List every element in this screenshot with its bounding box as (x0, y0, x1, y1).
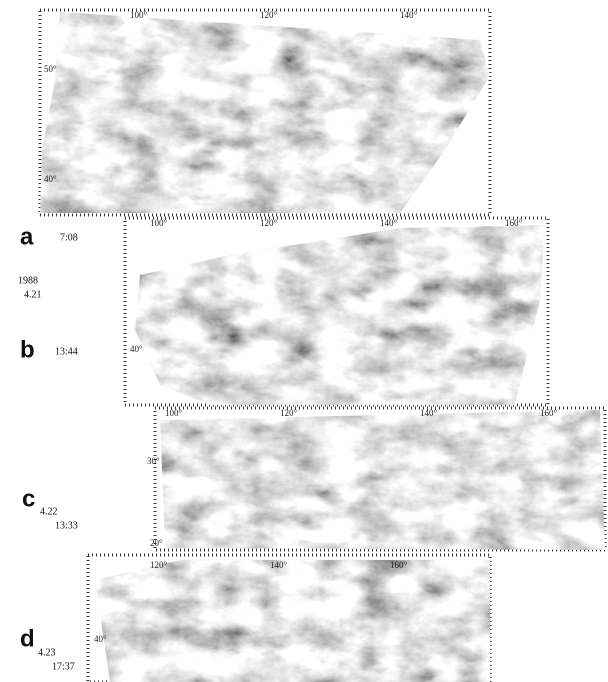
lon-label: 120° (280, 408, 298, 418)
lon-label: 120° (150, 560, 168, 570)
lat-label: 40° (44, 174, 57, 184)
panel-label: b (20, 336, 35, 363)
lat-label: 40° (130, 344, 143, 354)
lon-label: 120° (260, 10, 278, 20)
lon-label: 140° (380, 218, 398, 228)
time-label: 17:37 (52, 661, 75, 672)
date-label: 4.21 (24, 289, 42, 300)
date-label: 4.23 (38, 647, 56, 658)
panel-d: 120° 140° 160° 40° (86, 553, 492, 682)
panel-b: 100° 120° 140° 160° 40° (123, 216, 550, 407)
lon-label: 140° (420, 408, 438, 418)
time-label: 7:08 (60, 232, 78, 243)
lat-label: 30° (147, 456, 160, 466)
time-label: 13:44 (55, 346, 78, 357)
lon-label: 160° (505, 218, 523, 228)
lat-label: 40° (94, 634, 107, 644)
lon-label: 140° (400, 10, 418, 20)
lat-label: 20° (150, 538, 163, 548)
panel-label: a (20, 223, 34, 250)
date-label: 4.22 (40, 506, 58, 517)
panel-label: d (20, 625, 35, 652)
lon-label: 100° (150, 218, 168, 228)
panel-c: 100° 120° 140° 160° 30° 20° (147, 406, 607, 552)
panel-label: c (22, 485, 35, 512)
lon-label: 160° (390, 560, 408, 570)
year-label: 1988 (18, 275, 38, 286)
lon-label: 140° (270, 560, 288, 570)
lat-label: 50° (44, 64, 57, 74)
satellite-image (160, 410, 605, 550)
lon-label: 100° (130, 10, 148, 20)
satellite-image (95, 560, 490, 682)
satellite-image (40, 12, 490, 213)
panel-a: 100° 120° 140° 50° 40° (38, 8, 492, 217)
lon-label: 160° (540, 408, 558, 418)
satellite-image (135, 225, 545, 405)
time-label: 13:33 (55, 520, 78, 531)
lon-label: 100° (165, 408, 183, 418)
lon-label: 120° (260, 218, 278, 228)
